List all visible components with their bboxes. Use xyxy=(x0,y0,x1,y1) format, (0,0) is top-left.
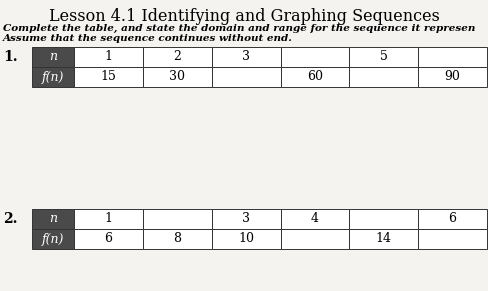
Bar xyxy=(348,209,417,229)
Bar xyxy=(32,47,74,67)
Text: 10: 10 xyxy=(238,233,254,246)
Bar xyxy=(32,229,74,249)
Bar xyxy=(32,209,74,229)
Bar xyxy=(280,67,348,87)
Bar xyxy=(142,209,211,229)
Bar xyxy=(74,209,142,229)
Text: 6: 6 xyxy=(104,233,112,246)
Text: 60: 60 xyxy=(306,70,322,84)
Text: 14: 14 xyxy=(375,233,391,246)
Bar xyxy=(348,67,417,87)
Text: 90: 90 xyxy=(444,70,460,84)
Bar xyxy=(211,47,280,67)
Text: Assume that the sequence continues without end.: Assume that the sequence continues witho… xyxy=(3,34,292,43)
Text: 15: 15 xyxy=(100,70,116,84)
Text: 4: 4 xyxy=(310,212,318,226)
Bar xyxy=(417,229,486,249)
Bar xyxy=(211,209,280,229)
Text: 6: 6 xyxy=(447,212,456,226)
Text: 3: 3 xyxy=(242,212,249,226)
Bar xyxy=(32,67,74,87)
Text: 2: 2 xyxy=(173,51,181,63)
Bar xyxy=(142,229,211,249)
Text: 1.: 1. xyxy=(3,50,18,64)
Bar xyxy=(348,47,417,67)
Bar xyxy=(280,229,348,249)
Bar xyxy=(74,67,142,87)
Bar xyxy=(74,229,142,249)
Bar xyxy=(417,67,486,87)
Bar xyxy=(280,47,348,67)
Text: f(n): f(n) xyxy=(42,70,64,84)
Text: 8: 8 xyxy=(173,233,181,246)
Text: 1: 1 xyxy=(104,212,112,226)
Bar xyxy=(142,67,211,87)
Text: 2.: 2. xyxy=(3,212,18,226)
Text: n: n xyxy=(49,51,57,63)
Text: Lesson 4.1 Identifying and Graphing Sequences: Lesson 4.1 Identifying and Graphing Sequ… xyxy=(49,8,439,25)
Bar xyxy=(74,47,142,67)
Bar xyxy=(417,209,486,229)
Bar xyxy=(280,209,348,229)
Text: 30: 30 xyxy=(169,70,185,84)
Text: 1: 1 xyxy=(104,51,112,63)
Text: Complete the table, and state the domain and range for the sequence it represen: Complete the table, and state the domain… xyxy=(3,24,474,33)
Text: 3: 3 xyxy=(242,51,249,63)
Bar xyxy=(211,229,280,249)
Text: 5: 5 xyxy=(379,51,387,63)
Text: n: n xyxy=(49,212,57,226)
Bar xyxy=(417,47,486,67)
Bar xyxy=(348,229,417,249)
Text: f(n): f(n) xyxy=(42,233,64,246)
Bar xyxy=(211,67,280,87)
Bar xyxy=(142,47,211,67)
